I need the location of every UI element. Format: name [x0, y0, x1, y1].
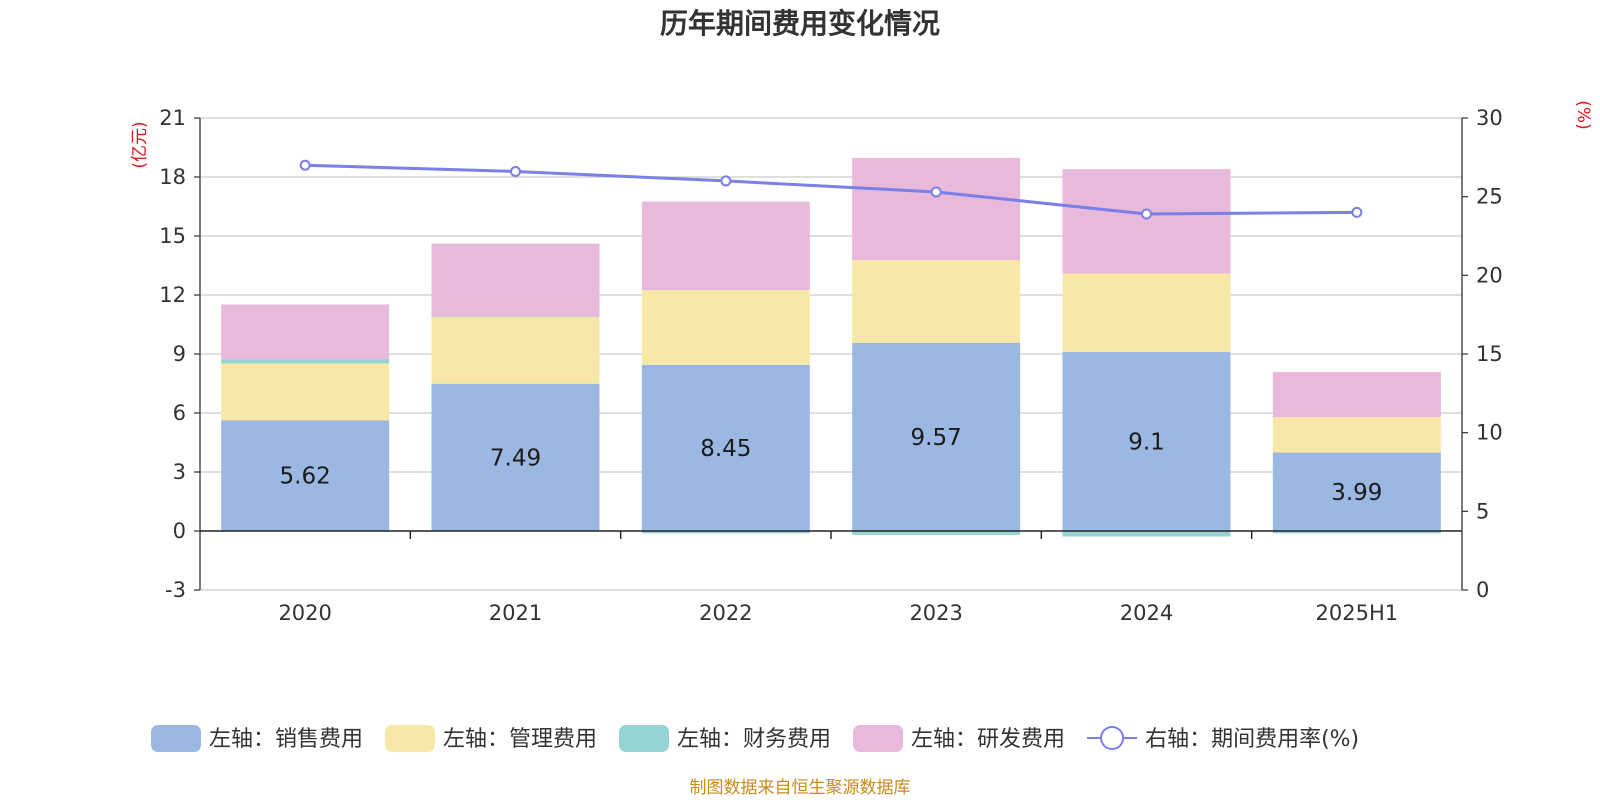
legend-swatch — [385, 725, 436, 752]
legend-point-swatch — [1100, 726, 1125, 750]
left-tick-label: 18 — [159, 165, 186, 189]
legend: 左轴：销售费用 左轴：管理费用 左轴：财务费用 左轴：研发费用 右轴：期间费用率(%) — [151, 725, 1359, 752]
legend-label: 左轴：财务费用 — [677, 727, 831, 752]
bar — [1272, 531, 1441, 534]
legend-label: 左轴：销售费用 — [209, 727, 363, 752]
left-tick-label: 0 — [173, 519, 186, 543]
bar — [221, 420, 390, 531]
left-tick-label: 9 — [173, 342, 186, 366]
bar — [1272, 417, 1441, 453]
legend-label: 右轴：期间费用率(%) — [1145, 727, 1359, 752]
right-tick-label: 15 — [1476, 342, 1503, 366]
right-tick-label: 10 — [1476, 421, 1503, 445]
bar — [431, 316, 600, 384]
data-source: 制图数据来自恒生聚源数据库 — [690, 778, 911, 798]
bar — [221, 363, 390, 421]
bar — [641, 201, 810, 291]
bar-series — [221, 157, 1441, 537]
bar — [1272, 452, 1441, 531]
bar — [221, 359, 390, 364]
left-tick-label: 21 — [159, 106, 186, 130]
x-tick-label: 2024 — [1120, 601, 1173, 625]
x-tick-label: 2025H1 — [1316, 601, 1399, 625]
legend-swatch — [619, 725, 670, 752]
chart-title: 历年期间费用变化情况 — [660, 7, 940, 40]
bar — [1272, 371, 1441, 418]
rate-point — [1141, 208, 1152, 220]
bar — [1062, 169, 1231, 274]
bar — [1062, 531, 1231, 537]
left-tick-label: 3 — [173, 460, 186, 484]
bar — [641, 531, 810, 534]
bar — [641, 364, 810, 531]
bar — [852, 260, 1021, 343]
right-tick-label: 5 — [1476, 499, 1489, 523]
bar — [1062, 352, 1231, 531]
bar — [852, 157, 1021, 261]
bar — [431, 243, 600, 317]
bar — [852, 342, 1021, 531]
bar-value-label: 9.57 — [911, 425, 962, 451]
bar-value-label: 8.45 — [700, 436, 751, 462]
rate-point — [299, 159, 311, 171]
legend-label: 左轴：管理费用 — [443, 727, 597, 752]
right-axis-unit: (%) — [1573, 100, 1593, 129]
left-tick-label: 6 — [173, 401, 186, 425]
x-tick-label: 2022 — [699, 601, 752, 625]
rate-point — [720, 175, 732, 187]
bar-value-label: 9.1 — [1128, 430, 1165, 456]
bar-labels: 5.62 7.49 8.45 9.57 9.1 3.99 — [280, 425, 1383, 506]
bar-value-label: 7.49 — [490, 445, 541, 471]
x-tick-label: 2021 — [489, 601, 542, 625]
legend-swatch — [151, 725, 201, 752]
bar — [641, 290, 810, 365]
bar — [1062, 273, 1231, 353]
left-tick-label: 12 — [159, 283, 186, 307]
right-tick-label: 30 — [1476, 106, 1503, 130]
rate-point — [930, 186, 942, 198]
right-tick-label: 0 — [1476, 578, 1489, 602]
right-tick-label: 25 — [1476, 185, 1503, 209]
rate-point — [510, 165, 521, 177]
bar-value-label: 3.99 — [1331, 480, 1382, 506]
left-axis-unit: (亿元) — [130, 121, 150, 168]
rate-line — [299, 159, 1363, 220]
bar — [852, 531, 1021, 535]
bar-value-label: 5.62 — [280, 464, 331, 490]
axes: -3 0 3 6 9 12 15 18 21 0 5 10 15 20 25 30 2020 2021 2022 20… — [159, 106, 1502, 625]
x-tick-label: 2020 — [278, 601, 331, 625]
legend-swatch — [853, 725, 904, 752]
bar — [221, 304, 390, 360]
left-tick-label: -3 — [165, 578, 186, 602]
left-tick-label: 15 — [159, 224, 186, 248]
grid-lines — [200, 117, 1462, 591]
legend-label: 左轴：研发费用 — [911, 727, 1065, 752]
right-tick-label: 20 — [1476, 263, 1503, 287]
x-tick-label: 2023 — [909, 601, 962, 625]
rate-point — [1351, 206, 1363, 218]
rate-line-path — [305, 163, 1357, 216]
bar — [431, 383, 600, 531]
bar — [431, 316, 600, 317]
